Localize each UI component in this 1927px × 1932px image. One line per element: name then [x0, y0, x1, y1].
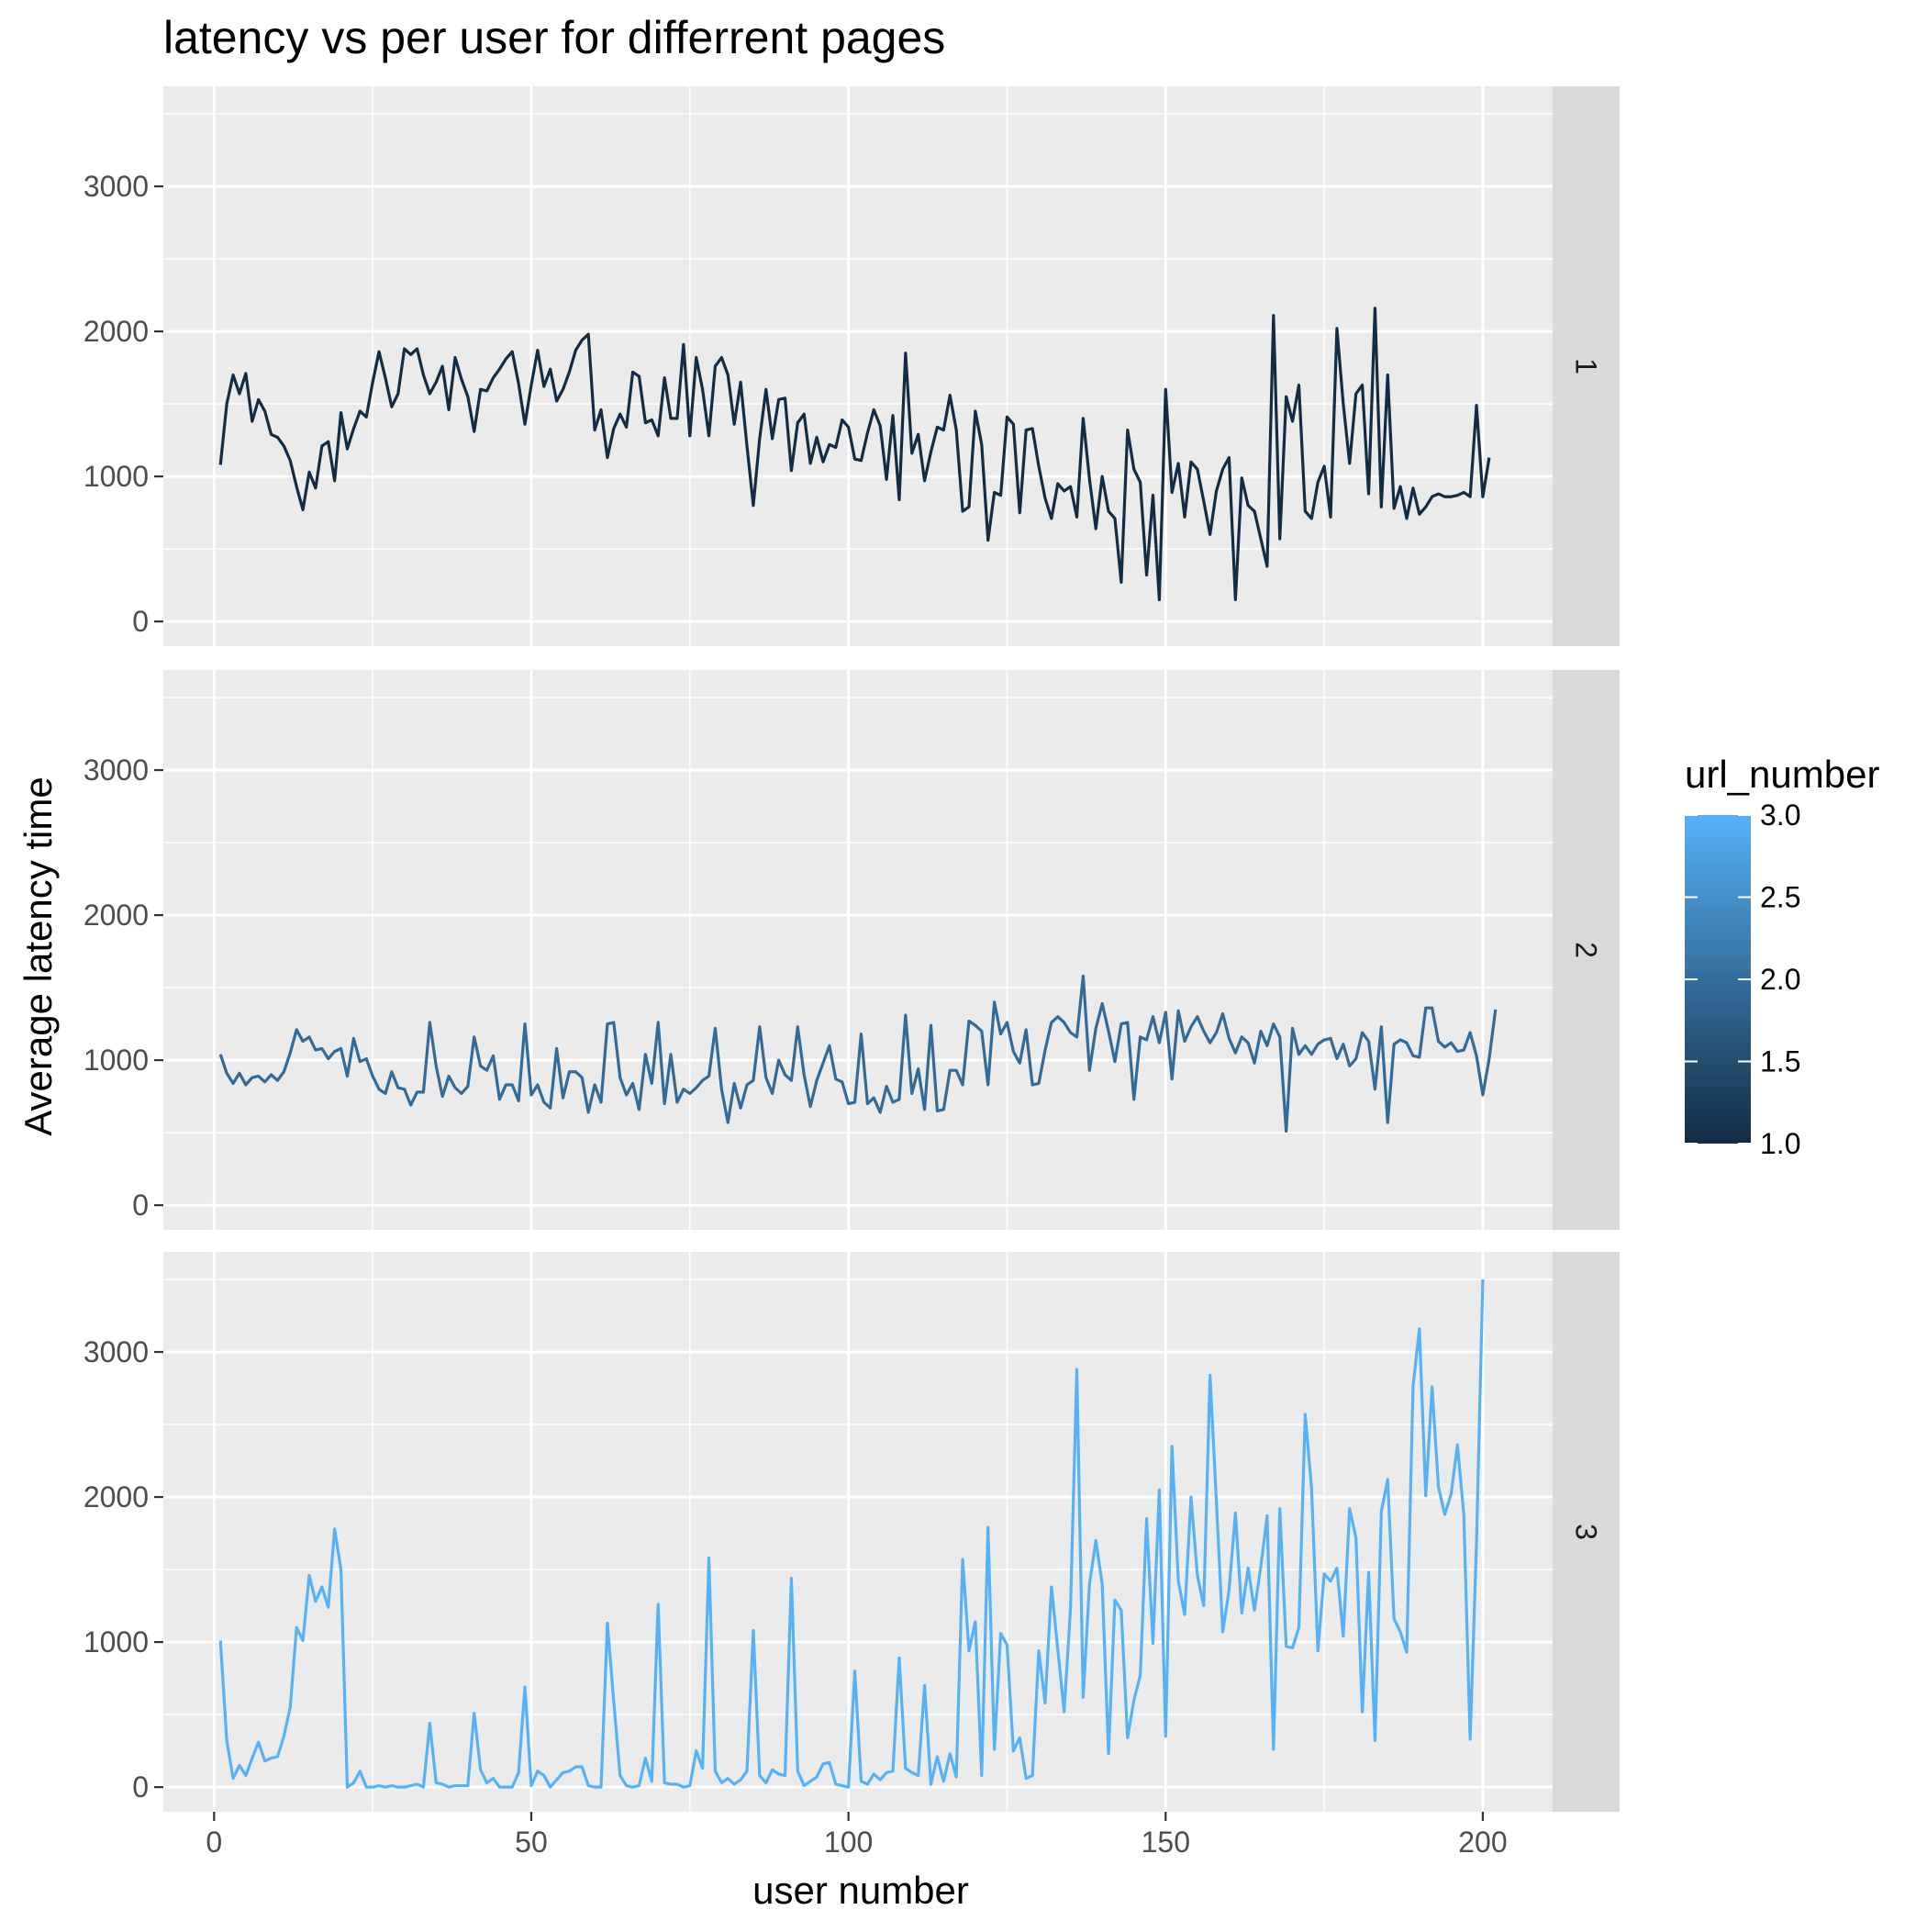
y-tick-label: 1000 — [84, 1044, 149, 1077]
chart-title: latency vs per user for differrent pages — [163, 12, 945, 63]
legend-tick-label: 1.5 — [1760, 1045, 1800, 1078]
x-tick-label: 50 — [515, 1826, 548, 1859]
x-tick-label: 200 — [1458, 1826, 1507, 1859]
y-tick-label: 2000 — [84, 1480, 149, 1513]
legend-tick-label: 1.0 — [1760, 1127, 1800, 1160]
series-line-url-1 — [218, 307, 1491, 602]
facet-strip — [1553, 670, 1620, 1230]
y-tick-label: 1000 — [84, 1625, 149, 1658]
legend-tick-label: 2.0 — [1760, 963, 1800, 996]
x-axis: 0 50 100 150 200 — [206, 1812, 1508, 1859]
panel-background — [163, 670, 1553, 1230]
y-tick-label: 1000 — [84, 460, 149, 493]
facet-strip — [1553, 86, 1620, 646]
x-axis-title: user number — [752, 1869, 969, 1912]
y-axis-title: Average latency time — [17, 776, 60, 1135]
legend-tick-label: 3.0 — [1760, 798, 1800, 832]
facet-strip — [1553, 1252, 1620, 1812]
y-tick-label: 2000 — [84, 899, 149, 932]
x-tick-label: 0 — [206, 1826, 222, 1859]
facet-strip-label: 2 — [1570, 942, 1603, 958]
facet-panel-3: 0 1000 2000 3000 3 — [84, 1252, 1620, 1812]
facet-strip-label: 1 — [1570, 358, 1603, 374]
facet-panel-2: 0 1000 2000 3000 2 — [84, 670, 1620, 1230]
facet-panels: 0 1000 2000 3000 1 0 1000 2000 3000 2 0 1000 2000 300… — [84, 86, 1620, 1812]
y-tick-label: 3000 — [84, 170, 149, 203]
y-tick-label: 3000 — [84, 754, 149, 787]
x-tick-label: 150 — [1142, 1826, 1190, 1859]
legend-tick-label: 2.5 — [1760, 881, 1800, 914]
x-tick-label: 100 — [824, 1826, 873, 1859]
y-tick-label: 0 — [132, 605, 149, 638]
legend-ticks: 1.0 1.5 2.0 2.5 3.0 — [1685, 798, 1800, 1160]
series-line-url-3 — [218, 1279, 1485, 1789]
y-tick-label: 0 — [132, 1770, 149, 1804]
series-line-url-2 — [218, 974, 1498, 1134]
color-legend: url_number 1.0 1.5 2.0 2.5 3.0 — [1685, 753, 1879, 1160]
y-tick-label: 2000 — [84, 315, 149, 348]
panel-background — [163, 86, 1553, 646]
legend-title: url_number — [1685, 753, 1879, 796]
facet-strip-label: 3 — [1570, 1524, 1603, 1540]
y-tick-label: 3000 — [84, 1335, 149, 1368]
y-tick-label: 0 — [132, 1189, 149, 1222]
facet-panel-1: 0 1000 2000 3000 1 — [84, 86, 1620, 646]
